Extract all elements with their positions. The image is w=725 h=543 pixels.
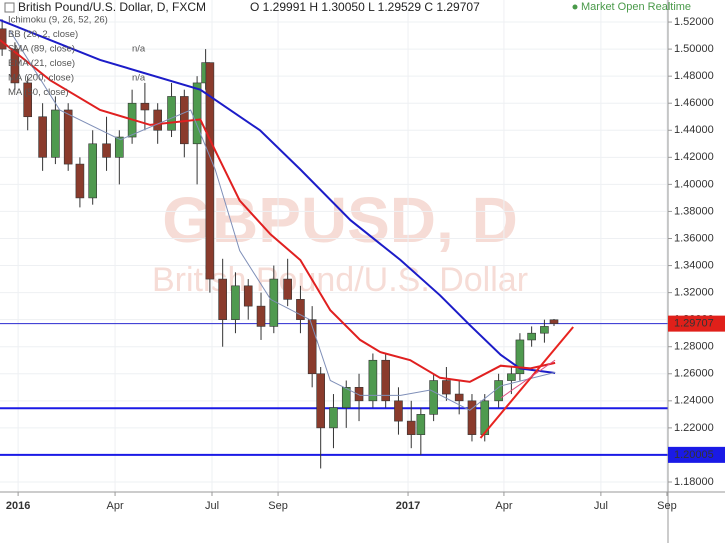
candle-body [115,136,124,158]
candle-body [75,163,85,199]
candle-body [394,400,403,422]
y-tick-label: 1.32000 [674,287,714,299]
candle-body [507,373,516,381]
moving-average [0,39,556,383]
moving-average [0,19,556,374]
x-tick-label: 2016 [6,500,30,512]
candle-body [527,332,536,341]
candle-body [10,48,20,84]
candle-body [296,299,305,320]
chart-title: British Pound/U.S. Dollar, D, FXCM [18,0,206,14]
indicator-label: BB (20, 2, close) [8,29,78,40]
price-label-box [668,446,725,463]
y-tick-label: 1.48000 [674,70,714,82]
price-label: 1.29707 [674,318,714,330]
status-dot [572,4,578,10]
candle-body [316,373,325,429]
candle-body [406,420,416,435]
y-tick-label: 1.52000 [674,16,714,28]
status: Market Open Realtime [581,1,691,13]
indicator-note: n/a [132,73,146,84]
indicator-label: SMA (89, close) [8,44,75,55]
candle-body [381,359,390,402]
candle-body [368,359,378,402]
indicator-label: MA (200, close) [8,73,74,84]
price-label-box [668,315,725,332]
x-tick-label: Apr [495,500,512,512]
y-tick-label: 1.40000 [674,178,714,190]
x-tick-label: Sep [657,500,677,512]
candle-body [429,380,438,415]
candle-body [540,326,549,334]
x-tick-label: Jul [205,500,219,512]
candle-body [307,319,317,375]
candle-body [205,62,215,280]
trend-line [479,326,574,439]
candle-body [102,143,111,158]
price-label: 1.20005 [674,449,714,461]
y-tick-label: 1.50000 [674,43,714,55]
candle-body [354,386,364,402]
candle-body [454,393,464,402]
indicator-label: Ichimoku (9, 26, 52, 26) [8,15,108,26]
moving-average [9,29,556,411]
y-tick-label: 1.42000 [674,151,714,163]
candle-body [38,116,47,158]
candle-body [51,109,60,158]
candle-body [192,82,202,145]
candle-body [88,143,97,199]
candle-body [63,109,73,165]
candle-body [467,400,477,435]
indicator-note: n/a [132,44,146,55]
candle-body [283,278,292,300]
candle-body [231,285,240,320]
plot [0,0,668,492]
candle-body [515,339,525,375]
y-tick-label: 1.24000 [674,395,714,407]
y-tick-label: 1.36000 [674,232,714,244]
y-tick-label: 1.46000 [674,97,714,109]
candle-body [416,414,426,435]
candle-body [218,278,227,320]
y-tick-label: 1.22000 [674,422,714,434]
candle-body [153,109,162,131]
collapse-icon[interactable] [4,2,15,13]
candle-body [256,305,266,327]
y-tick-label: 1.26000 [674,368,714,380]
candle-body [549,319,559,324]
candle-body [329,407,338,429]
candle-body [341,386,351,408]
candle-body [167,96,176,131]
y-tick-label: 1.38000 [674,205,714,217]
y-tick-label: 1.34000 [674,259,714,271]
y-tick-label: 1.44000 [674,124,714,136]
x-tick-label: Apr [106,500,123,512]
candle-body [23,82,33,118]
indicator-label: MA (50, close) [8,87,69,98]
watermark: GBPUSD, D [162,184,518,256]
candle-body [442,380,451,395]
x-tick-label: Sep [268,500,288,512]
candle-body [140,102,150,111]
y-tick-label: 1.28000 [674,341,714,353]
x-tick-label: Jul [594,500,608,512]
candle-body [0,28,7,50]
y-tick-label: 1.18000 [674,476,714,488]
trend-line [500,359,556,399]
candle-body [480,400,490,435]
ohlc-text: O 1.29991 H 1.30050 L 1.29529 C 1.29707 [250,0,480,14]
x-tick-label: 2017 [396,500,420,512]
candle-body [243,285,253,307]
indicator-label: EMA (21, close) [8,58,75,69]
